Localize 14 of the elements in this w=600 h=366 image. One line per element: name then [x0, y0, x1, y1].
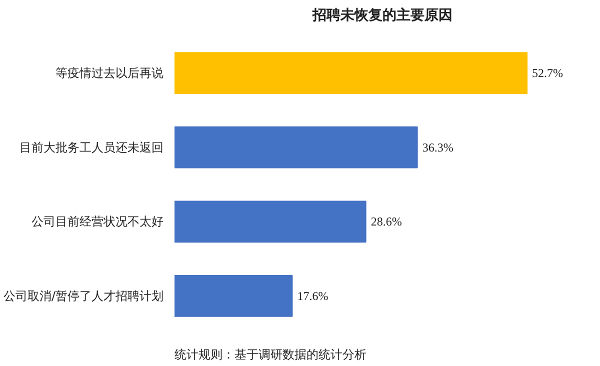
y-tick-label: 目前大批务工人员还未返回 [20, 140, 164, 154]
bar [174, 52, 528, 94]
bar [174, 275, 293, 317]
text: 统计规则：基于调研数据的统计分析 [174, 348, 366, 362]
data-label: 28.6% [370, 214, 402, 229]
y-tick-label: 公司目前经营状况不太好 [32, 214, 164, 229]
y-tick-label: 等疫情过去以后再说 [56, 66, 164, 80]
bar [174, 200, 366, 243]
data-label: 52.7% [532, 66, 564, 80]
data-label: 36.3% [422, 140, 454, 154]
chart-title: 招聘未恢复的主要原因 [312, 6, 452, 24]
bar [174, 126, 418, 168]
data-label: 17.6% [297, 288, 328, 303]
y-tick-label: 公司取消/暂停了人才招聘计划 [3, 288, 164, 303]
